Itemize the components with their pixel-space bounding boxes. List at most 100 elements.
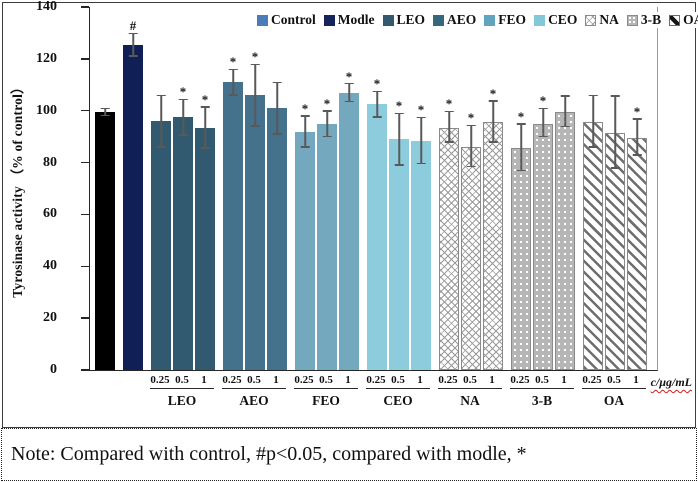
y-tick-label-0: 0	[50, 362, 57, 377]
dose-row-Modle	[122, 373, 142, 375]
bar-Control	[95, 107, 115, 370]
error-bar-AEO-0.5	[250, 63, 260, 127]
significance-mark-3-B-0.5: *	[539, 93, 547, 109]
bar-AEO-0.5: *	[245, 50, 265, 370]
dose-label-LEO-0.25: 0.25	[150, 374, 170, 386]
dose-label-FEO-0.5: 0.5	[319, 374, 333, 386]
error-cap-bottom	[632, 154, 642, 156]
bar-3-B-0.5: *	[533, 94, 553, 370]
error-cap-top	[516, 123, 526, 125]
dose-label-OA-1: 1	[633, 374, 639, 386]
x-group-AEO: 0.25 0.5 1 AEO	[222, 373, 286, 409]
group-label-NA: NA	[460, 393, 480, 408]
legend-swatch-FEO	[484, 14, 496, 26]
significance-mark-FEO-0.25: *	[301, 100, 309, 116]
error-cap-top	[588, 94, 598, 97]
bar-group-NA: * * *	[439, 87, 503, 370]
bar-LEO-0.25	[151, 94, 171, 370]
dose-label-NA-1: 1	[489, 374, 495, 386]
error-bar-3-B-0.25	[516, 123, 526, 172]
y-tick-mark-80	[81, 161, 89, 164]
bar-OA-0.25	[583, 94, 603, 370]
error-bar-CEO-1	[416, 116, 426, 165]
bar-group-OA: *	[583, 94, 647, 370]
x-group-Modle	[122, 373, 142, 409]
dose-row-3-B: 0.25 0.5 1	[510, 373, 574, 389]
dose-label-AEO-1: 1	[273, 374, 279, 386]
error-cap-top	[416, 116, 426, 119]
dose-row-FEO: 0.25 0.5 1	[294, 373, 358, 389]
y-tick-mark-0	[81, 369, 89, 371]
group-label-LEO: LEO	[167, 393, 197, 408]
error-cap-bottom	[610, 167, 620, 169]
error-cap-top	[560, 95, 570, 97]
significance-mark-OA-1: *	[633, 103, 641, 119]
note-box: Note: Compared with control, #p<0.05, co…	[1, 428, 697, 481]
error-cap-bottom	[488, 141, 498, 143]
error-cap-top	[444, 110, 454, 113]
dose-label-CEO-1: 1	[417, 374, 423, 386]
error-cap-bottom	[228, 94, 238, 96]
error-cap-bottom	[394, 164, 404, 166]
bar-group-Modle: #	[123, 19, 143, 370]
error-cap-top	[344, 82, 354, 85]
bars-row: # * * * * * * * * * * * * * * * *	[90, 7, 657, 370]
error-cap-bottom	[156, 146, 166, 148]
y-tick-label-120: 120	[36, 50, 57, 66]
bar-3-B-1	[555, 95, 575, 370]
error-cap-top	[178, 98, 188, 101]
legend-label-3-B: 3-B	[640, 12, 662, 27]
dose-row-CEO: 0.25 0.5 1	[366, 373, 430, 389]
bar-NA-0.25: *	[439, 97, 459, 370]
group-label-CEO: CEO	[383, 393, 413, 408]
dose-row-Control	[94, 373, 114, 375]
legend-item-OA: OA	[669, 12, 698, 28]
bar-group-3-B: * *	[511, 94, 575, 370]
group-label-FEO: FEO	[312, 393, 340, 408]
y-tick-label-20: 20	[43, 310, 57, 326]
bar-group-CEO: * * *	[367, 77, 431, 370]
error-cap-bottom	[444, 141, 454, 143]
significance-mark-3-B-0.25: *	[517, 109, 525, 124]
significance-mark-CEO-0.5: *	[395, 98, 403, 114]
dose-row-OA: 0.25 0.5 1	[582, 373, 646, 389]
error-bar-3-B-1	[560, 95, 570, 128]
error-cap-bottom	[200, 147, 210, 149]
error-cap-top	[488, 100, 498, 102]
dose-label-OA-0.25: 0.25	[582, 374, 602, 386]
y-tick-mark-120	[81, 58, 89, 60]
error-cap-bottom	[100, 114, 110, 117]
legend: Control Modle LEO AEO FEO CEO NA 3-B OA	[257, 12, 698, 28]
significance-mark-FEO-0.5: *	[323, 95, 331, 111]
error-bar-LEO-1	[200, 106, 210, 149]
legend-label-Modle: Modle	[337, 12, 375, 27]
bar-LEO-1: *	[195, 93, 215, 370]
error-cap-bottom	[300, 146, 310, 148]
note-text: Note: Compared with control, #p<0.05, co…	[11, 443, 527, 465]
dose-label-CEO-0.25: 0.25	[366, 374, 386, 386]
legend-swatch-Control	[257, 14, 268, 26]
error-cap-bottom	[344, 100, 354, 103]
dose-label-CEO-0.5: 0.5	[391, 374, 405, 386]
legend-item-Control: Control	[257, 12, 316, 28]
error-cap-top	[250, 63, 260, 66]
error-bar-CEO-0.25	[372, 90, 382, 118]
dose-row-NA: 0.25 0.5 1	[438, 373, 502, 389]
bar-group-LEO: * *	[151, 85, 215, 370]
bar-CEO-0.5: *	[389, 99, 409, 370]
x-group-Control	[94, 373, 114, 409]
error-cap-top	[372, 90, 382, 93]
y-tick-label-140: 140	[36, 0, 57, 14]
significance-mark-CEO-0.25: *	[373, 76, 381, 92]
plot-area: # * * * * * * * * * * * * * * * *	[89, 7, 658, 371]
dose-label-AEO-0.25: 0.25	[222, 374, 242, 386]
legend-item-Modle: Modle	[323, 12, 375, 28]
bar-Modle: #	[123, 19, 143, 370]
legend-swatch-OA	[669, 14, 681, 26]
dose-row-LEO: 0.25 0.5 1	[150, 373, 214, 389]
legend-item-FEO: FEO	[484, 12, 526, 28]
error-bar-FEO-1	[344, 82, 354, 103]
dose-row-AEO: 0.25 0.5 1	[222, 373, 286, 389]
x-group-LEO: 0.25 0.5 1 LEO	[150, 373, 214, 409]
y-tick-label-80: 80	[43, 154, 57, 170]
